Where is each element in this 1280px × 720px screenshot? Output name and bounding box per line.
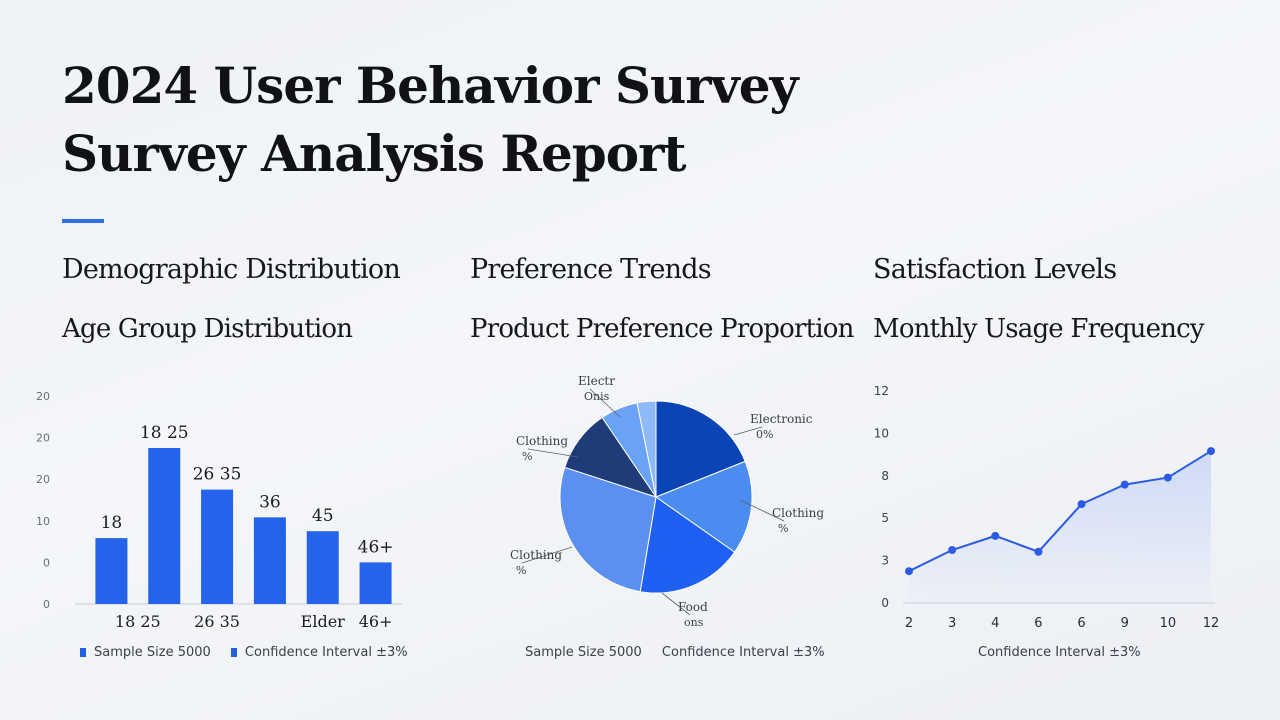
line-data-point [1120, 480, 1129, 489]
pie-leader-line [733, 426, 763, 436]
pie-slice-label: Clothing [772, 506, 824, 520]
bar-x-tick-label: 18 25 [115, 612, 161, 631]
line-area-fill [909, 451, 1211, 603]
pie-slice-7 [636, 400, 657, 498]
report-title-line-1: 2024 User Behavior Survey [62, 56, 799, 115]
bar-2 [148, 448, 181, 604]
bar-x-tick-label: Elder [301, 612, 346, 631]
legend-marker-icon [80, 648, 86, 657]
line-chart-legend: Confidence Interval ±3% [978, 645, 1141, 660]
pie-slice-3 [639, 496, 736, 594]
chart-title-product-preference: Product Preference Proportion [470, 314, 854, 344]
pie-slice-sublabel: % [516, 564, 526, 577]
line-data-point [948, 546, 957, 554]
line-series-path [908, 450, 1212, 573]
line-x-tick-label: 12 [1203, 616, 1220, 631]
bar-3 [201, 489, 234, 604]
bar-value-label: 45 [312, 506, 334, 526]
pie-slice-2 [654, 460, 753, 553]
bar-y-tick-label: 0 [43, 598, 50, 611]
pie-leader-line [527, 448, 579, 458]
pie-slice-sublabel: 0% [756, 428, 773, 441]
report-title-line-2: Survey Analysis Report [62, 124, 687, 183]
bar-y-tick-label: 20 [36, 473, 50, 486]
bar-value-label: 18 25 [140, 423, 189, 443]
bar-value-label: 36 [259, 492, 281, 512]
bar-y-tick-label: 0 [43, 556, 50, 569]
bar-y-tick-label: 10 [36, 515, 50, 528]
line-x-tick-label: 4 [991, 616, 999, 631]
pie-slice-1 [655, 400, 746, 498]
section-heading-satisfaction: Satisfaction Levels [873, 254, 1117, 285]
line-y-tick-label: 12 [874, 384, 889, 398]
line-x-tick-label: 9 [1121, 616, 1129, 631]
report-title: 2024 User Behavior Survey Survey Analysi… [62, 52, 799, 188]
bar-chart-age-distribution: 0 0 10 20 20 20 18 18 25 26 35 36 45 46+ 18 25 26 35 E… [36, 390, 402, 631]
bar-1 [95, 538, 128, 604]
line-data-point [1163, 473, 1172, 482]
bar-5 [306, 531, 339, 604]
pie-leader-line [589, 388, 621, 418]
bar-legend-item-sample: Sample Size 5000 [80, 645, 211, 660]
bar-x-tick-label: 26 35 [194, 612, 240, 631]
pie-slice-label: Food [678, 600, 708, 614]
title-accent-divider [62, 219, 104, 223]
bar-value-label: 18 [101, 513, 123, 533]
pie-leader-line [739, 499, 785, 522]
line-x-tick-label: 10 [1160, 616, 1177, 631]
pie-slice-label: Electronic [750, 412, 813, 426]
line-data-point [1077, 500, 1086, 509]
pie-slice-label: Clothing [510, 548, 562, 562]
pie-legend-sample-label: Sample Size 5000 [525, 645, 642, 660]
line-y-tick-label: 10 [874, 426, 889, 440]
bar-legend-confidence-label: Confidence Interval ±3% [244, 645, 408, 660]
line-legend-confidence-label: Confidence Interval ±3% [978, 645, 1141, 660]
bar-legend-sample-label: Sample Size 5000 [94, 645, 211, 660]
bar-value-label: 46+ [358, 537, 394, 557]
line-data-point [1207, 447, 1215, 456]
line-y-tick-label: 0 [881, 596, 889, 610]
bar-4 [253, 517, 286, 604]
bar-y-tick-label: 20 [36, 432, 50, 445]
legend-marker-icon [230, 648, 237, 657]
bar-legend-item-confidence: Confidence Interval ±3% [230, 645, 408, 660]
pie-slice-sublabel: Onis [584, 390, 610, 403]
line-y-tick-label: 8 [881, 469, 889, 483]
pie-slice-sublabel: % [522, 450, 532, 463]
line-y-tick-label: 5 [881, 511, 889, 525]
pie-slice-4 [559, 466, 657, 593]
bar-chart-legend: Sample Size 5000 Confidence Interval ±3% [80, 645, 424, 660]
line-chart-usage-frequency: 0 3 5 8 10 12 2 3 4 6 6 9 10 12 [874, 384, 1220, 631]
bar-6 [359, 562, 392, 604]
pie-slice-sublabel: % [778, 522, 788, 535]
bar-x-tick-label: 46+ [359, 612, 393, 631]
bar-y-tick-label: 20 [36, 390, 50, 403]
line-x-tick-label: 3 [948, 616, 956, 631]
section-heading-preference: Preference Trends [470, 254, 712, 285]
chart-title-age-group: Age Group Distribution [62, 314, 353, 344]
line-x-tick-label: 6 [1034, 616, 1042, 631]
pie-leader-line [661, 592, 691, 616]
pie-slice-sublabel: ons [684, 616, 704, 629]
line-data-point [905, 567, 913, 576]
section-heading-demographic: Demographic Distribution [62, 254, 401, 285]
line-data-point [1034, 547, 1043, 556]
pie-slice-label: Clothing [516, 434, 568, 448]
pie-leader-line [521, 546, 573, 564]
line-y-tick-label: 3 [881, 554, 889, 568]
chart-title-monthly-usage: Monthly Usage Frequency [873, 314, 1205, 344]
bar-value-label: 26 35 [193, 465, 242, 485]
line-x-tick-label: 6 [1077, 616, 1085, 631]
line-x-tick-label: 2 [905, 616, 913, 631]
pie-chart-product-preference: Electr Onis Electronic 0% Clothing% Food ons Cl… [510, 374, 824, 629]
pie-chart-legend: Sample Size 5000 Confidence Interval ±3% [525, 645, 841, 660]
pie-slice-label: Electr [578, 374, 615, 388]
line-data-point [991, 531, 1000, 540]
pie-legend-confidence-label: Confidence Interval ±3% [661, 645, 825, 660]
